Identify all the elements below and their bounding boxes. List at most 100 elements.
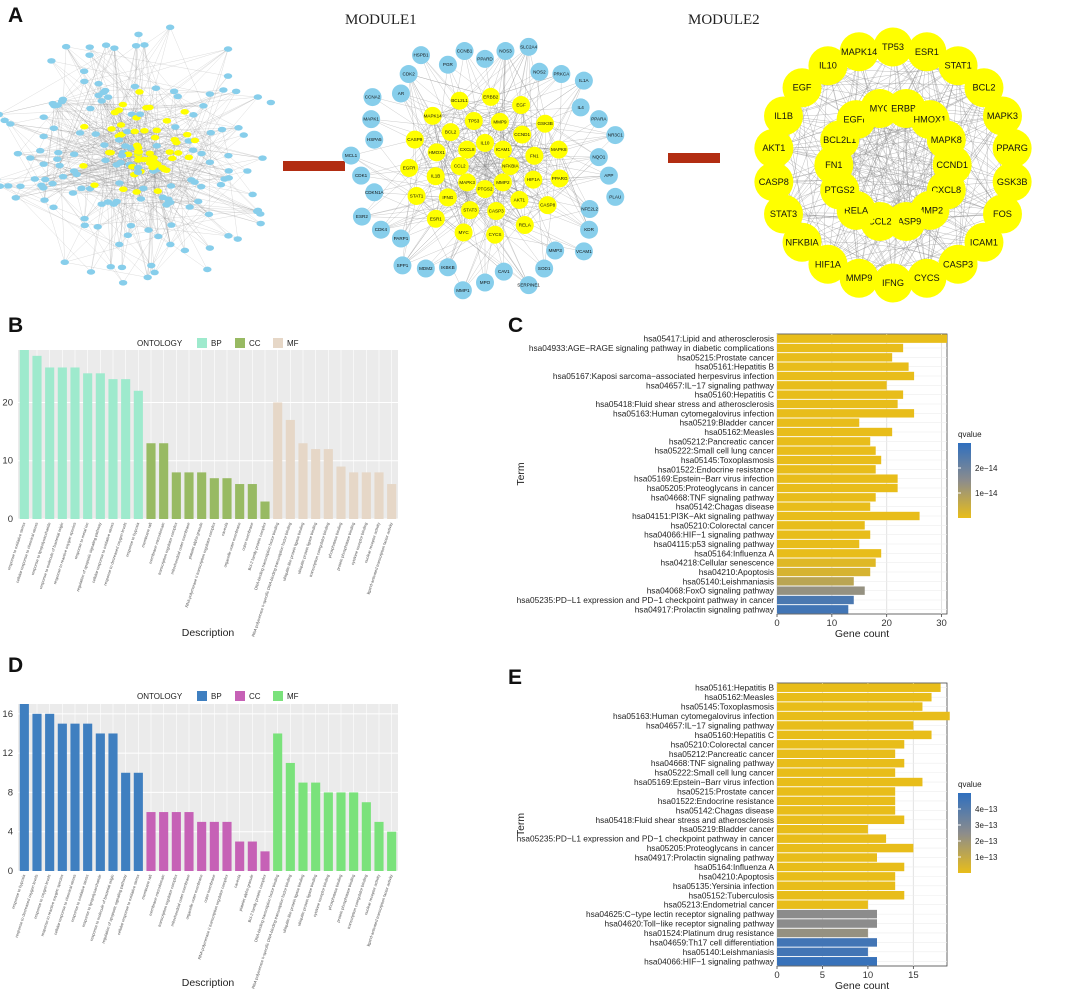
network-edge [17,153,117,165]
network-node [169,88,179,95]
network-node [194,198,203,205]
module1-edge [519,175,609,201]
module1-node-hspa5: HSPA5 [365,130,384,149]
bar-cc-12 [159,812,169,871]
module2-edge [879,108,985,243]
network-node [115,241,124,248]
node-circle [839,32,879,72]
module2-edge [827,108,907,265]
node-label: APP [604,173,613,178]
network-edge [107,201,229,236]
node-circle [535,259,554,278]
module1-edge [510,165,590,210]
network-edge [119,126,176,141]
bar-mf-21 [273,402,283,519]
module1-node-nqo1: NQO1 [589,148,608,167]
node-label: CAV1 [498,269,510,274]
network-edge [114,48,119,111]
network-node [80,123,89,130]
term-label: hsa01522:Endocrine resistance [658,796,775,806]
network-module2: TP53 ESR1 STAT1 BCL2 MAPK3 PPARG GSK3B FOS ICAM1… [754,27,1032,303]
module1-edge [459,100,523,135]
bar-mf-26 [336,792,346,871]
node-label: SLC2A4 [520,44,538,49]
term-label: hsa05140:Leishmaniasis [683,576,774,586]
node-label: CDKN1A [365,190,385,195]
network-node [150,134,160,141]
node-circle [513,125,532,144]
module1-node-bcl2: BCL2 [441,123,460,142]
network-edge [8,185,92,273]
network-edge [114,48,185,112]
term-label: hsa05164:Influenza A [694,862,774,872]
node-label: NR3C1 [608,133,624,138]
bar-term-21 [777,521,865,530]
node-label: MYC [458,230,469,235]
network-edge [170,27,204,106]
module2-edge [855,119,1003,215]
node-label: CASP8 [540,203,556,208]
network-edge [143,159,155,273]
qvalue-legend: qvalue 2e−14 1e−14 [958,430,998,518]
module2-node-esr1: ESR1 [907,32,947,72]
module1-node-nr3c1: NR3C1 [606,126,625,145]
node-circle [536,114,555,133]
network-node [86,269,96,275]
node-label: MAPK14 [424,113,443,118]
network-node [199,102,208,109]
node-circle [546,241,565,260]
module2-node-stat3: STAT3 [764,194,804,234]
node-circle [525,146,544,165]
bar-mf-28 [361,802,371,871]
network-edge [0,114,169,200]
x-tick-label: outer membrane [240,521,254,551]
bar-term-3 [777,353,893,362]
network-node [223,73,233,79]
network-edge [80,132,111,153]
term-label: hsa04068:FoxO signaling pathway [647,586,775,596]
module1-node-vcam1: VCAM1 [574,242,593,261]
network-node [79,163,88,169]
network-edge [84,218,124,283]
node-label: MYC [870,103,891,113]
module1-edge [545,123,599,158]
node-label: MAPK8 [551,147,567,152]
legend-swatch-bp [197,338,207,348]
bar-term-12 [777,787,896,796]
network-edge [149,126,176,160]
bar-cc-17 [222,478,232,519]
y-axis-title: Term [515,462,527,486]
network-node [151,85,161,91]
node-label: CDK4 [375,227,388,232]
module1-edge [435,176,497,212]
network-edge [61,101,124,153]
node-label: RELA [519,223,532,228]
module1-node-erbb2: ERBB2 [481,87,500,106]
network-edge [166,96,258,205]
network-node [133,144,143,151]
node-circle [450,157,469,175]
network-edge [15,172,139,198]
node-circle [782,68,822,108]
network-edge [135,45,140,152]
node-label: RELA [844,205,869,215]
network-node [115,180,124,186]
term-label: hsa05161:Hepatitis B [695,683,774,693]
network-edge [153,157,195,183]
network-edge [40,150,152,266]
node-label: MAPK1 [363,117,379,122]
module1-node-ar: AR [391,84,410,103]
bar-cc-15 [197,472,207,519]
bar-mf-26 [336,466,346,519]
network-node [60,259,69,266]
module1-edge [447,134,523,268]
bar-term-4 [777,711,950,721]
term-label: hsa05145:Toxoplasmosis [681,702,774,712]
network-node [114,137,124,143]
bar-term-29 [777,947,868,957]
legend-label: 3e−13 [975,821,998,830]
network-node [258,155,267,161]
bar-bp-7 [95,373,105,519]
network-node [145,150,154,157]
x-tick-label: 15 [908,970,919,981]
